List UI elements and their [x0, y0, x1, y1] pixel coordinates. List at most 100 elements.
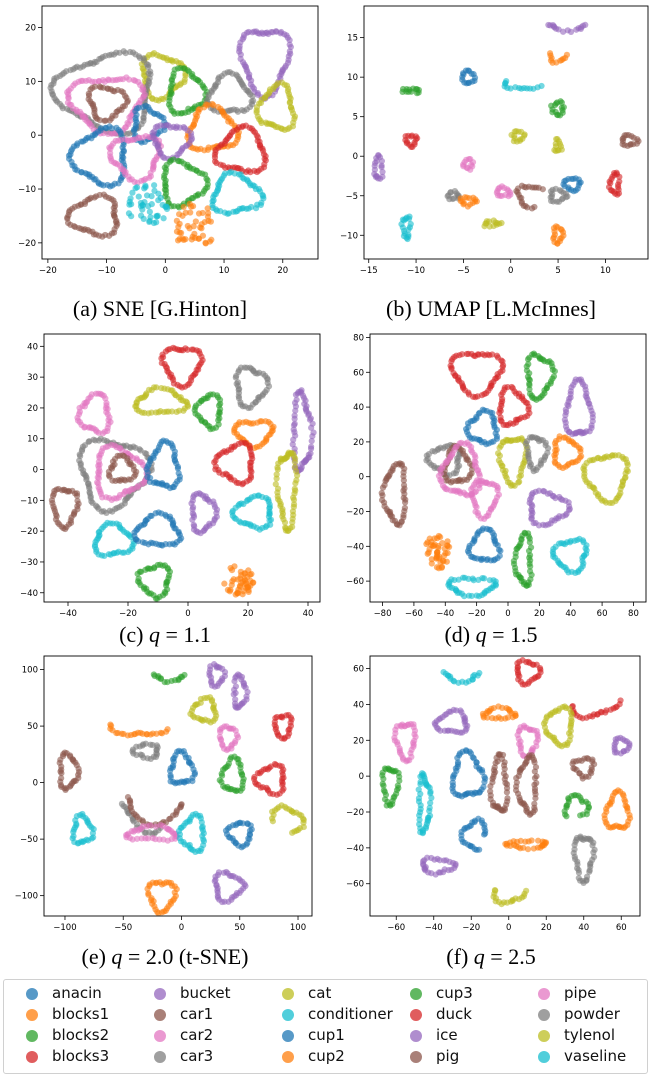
point-blocks2: [415, 89, 422, 96]
point-ice: [462, 721, 469, 729]
point-conditioner: [147, 214, 154, 221]
x-tick-label: 0: [179, 923, 184, 933]
legend-label-pig: pig: [436, 1047, 460, 1065]
point-blocks1: [176, 235, 183, 243]
point-blocks1: [249, 579, 256, 586]
point-bucket: [220, 869, 227, 876]
caption-e-label: (e): [81, 944, 106, 969]
point-car1: [133, 468, 140, 475]
legend-label-blocks1: blocks1: [52, 1005, 110, 1023]
y-tick-label: 5: [353, 113, 358, 123]
cluster-cup3: [191, 391, 224, 433]
point-blocks1: [189, 203, 197, 210]
point-anacin: [174, 465, 182, 472]
point-tylenol: [293, 477, 300, 484]
point-conditioner: [248, 203, 255, 211]
point-conditioner: [426, 812, 434, 819]
point-blocks1: [444, 538, 451, 545]
x-tick-label: −40: [436, 609, 454, 619]
x-tick-label: 10: [600, 266, 611, 276]
y-tick-label: 15: [347, 34, 358, 44]
point-car3: [575, 869, 583, 876]
legend-label-blocks3: blocks3: [52, 1047, 110, 1065]
cluster-bucket: [371, 151, 386, 182]
point-bucket: [290, 436, 297, 443]
x-tick-label: 20: [534, 609, 545, 619]
point-anacin: [144, 469, 151, 476]
point-anacin: [476, 846, 483, 853]
x-tick-label: −60: [405, 609, 423, 619]
point-tylenol: [168, 408, 176, 415]
legend-marker-anacin: [26, 988, 38, 1000]
cluster-bucket: [230, 671, 251, 711]
point-tylenol: [148, 409, 155, 416]
cluster-bucket: [545, 21, 589, 35]
y-tick-label: −10: [340, 231, 358, 241]
cluster-blocks3: [211, 122, 269, 176]
x-tick-label: 0: [185, 609, 190, 619]
point-tylenol: [274, 466, 281, 473]
point-tylenol: [523, 887, 530, 894]
point-pipe: [130, 76, 137, 84]
cluster-car2: [514, 722, 542, 760]
y-tick-label: 0: [31, 131, 36, 141]
point-bucket: [292, 391, 300, 398]
cluster-blocks2: [379, 765, 403, 809]
cluster-anacin: [458, 815, 489, 854]
cluster-car1: [64, 191, 121, 240]
point-blocks1: [520, 844, 527, 851]
point-duck: [525, 406, 532, 413]
point-conditioner: [486, 577, 494, 584]
y-tick-label: 80: [353, 333, 364, 343]
point-anacin: [454, 754, 461, 762]
x-tick-label: 60: [616, 923, 627, 933]
cluster-duck: [402, 132, 421, 151]
x-tick-label: 0: [163, 266, 168, 276]
caption-d-var: q: [475, 622, 487, 647]
point-conditioner: [153, 213, 161, 220]
point-blocks1: [173, 217, 180, 224]
point-blocks1: [184, 222, 191, 230]
point-conditioner: [160, 215, 167, 222]
point-car1: [633, 140, 641, 147]
point-car1: [401, 504, 409, 512]
caption-d: (d) q = 1.5: [336, 622, 646, 648]
cluster-blocks2: [548, 98, 567, 119]
legend: anacin blocks1 blocks2 blocks3 bucket car1 car…: [3, 979, 648, 1074]
cluster-car2: [391, 720, 419, 765]
cluster-conditioner: [549, 535, 590, 577]
point-conditioner: [140, 215, 147, 222]
legend-marker-vaseline: [538, 1051, 550, 1063]
cluster-blocks2: [160, 156, 211, 211]
point-car1: [111, 214, 118, 221]
legend-marker-conditioner: [282, 1009, 294, 1021]
point-conditioner: [405, 226, 412, 233]
point-blocks2: [181, 671, 188, 679]
point-conditioner: [150, 219, 158, 227]
point-duck: [617, 697, 624, 704]
point-blocks1: [444, 542, 451, 550]
point-car2: [476, 470, 483, 477]
cluster-pipe: [64, 74, 148, 138]
y-tick-label: −20: [18, 239, 36, 249]
y-tick-label: −100: [15, 892, 38, 902]
point-bucket: [307, 450, 314, 457]
plot-frame: [363, 5, 649, 260]
point-blocks1: [512, 712, 519, 719]
legend-marker-bucket: [154, 988, 166, 1000]
point-duck: [411, 139, 418, 146]
point-car1: [531, 785, 539, 792]
point-cup3: [526, 386, 533, 393]
y-tick-label: 60: [353, 368, 364, 378]
point-bucket: [379, 168, 386, 175]
cluster-ice: [188, 490, 221, 537]
legend-marker-car3: [154, 1051, 166, 1063]
caption-a-label: (a): [72, 296, 98, 321]
point-duck: [494, 371, 501, 378]
cluster-conditioner: [440, 668, 483, 686]
point-conditioner: [417, 773, 424, 780]
cluster-car3: [129, 740, 161, 763]
x-tick-label: 100: [290, 923, 306, 933]
cluster-conditioner: [91, 519, 137, 560]
